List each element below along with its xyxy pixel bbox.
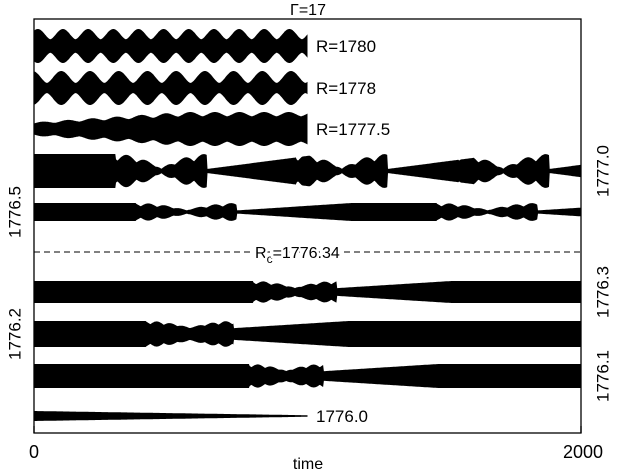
series-label-8: 1776.1 bbox=[593, 350, 612, 402]
series-label-9: 1776.0 bbox=[316, 407, 368, 426]
trace-4 bbox=[34, 154, 581, 188]
traces bbox=[34, 29, 581, 421]
trace-6 bbox=[34, 281, 581, 303]
series-label-3: R=1777.5 bbox=[316, 120, 390, 139]
trace-1 bbox=[34, 29, 308, 63]
x-axis-label: time bbox=[293, 456, 323, 473]
plot-frame bbox=[33, 18, 582, 434]
x-tick-label-1: 2000 bbox=[563, 442, 603, 462]
series-label-5: 1776.5 bbox=[5, 186, 24, 238]
trace-5 bbox=[34, 203, 581, 221]
trace-8 bbox=[34, 364, 581, 388]
x-tick-label-0: 0 bbox=[29, 442, 39, 462]
series-label-7: 1776.2 bbox=[5, 308, 24, 360]
trace-7 bbox=[34, 321, 581, 347]
series-label-2: R=1778 bbox=[316, 79, 376, 98]
trace-3 bbox=[34, 112, 308, 146]
series-label-1: R=1780 bbox=[316, 37, 376, 56]
trace-2 bbox=[34, 71, 308, 105]
labels: R=1780 R=1778 R=1777.5 1777.0 1776.5 1776.3 17… bbox=[5, 37, 612, 426]
series-label-6: 1776.3 bbox=[593, 266, 612, 318]
threshold-label-sub: c bbox=[267, 252, 273, 266]
threshold-label-rest: =1776.34 bbox=[273, 245, 340, 262]
chart-title: Γ=17 bbox=[290, 2, 326, 19]
threshold-label-main: R bbox=[255, 245, 267, 262]
threshold-label: Rc=1776.34 bbox=[255, 245, 340, 266]
trace-9 bbox=[34, 411, 308, 421]
series-label-4: 1777.0 bbox=[593, 145, 612, 197]
